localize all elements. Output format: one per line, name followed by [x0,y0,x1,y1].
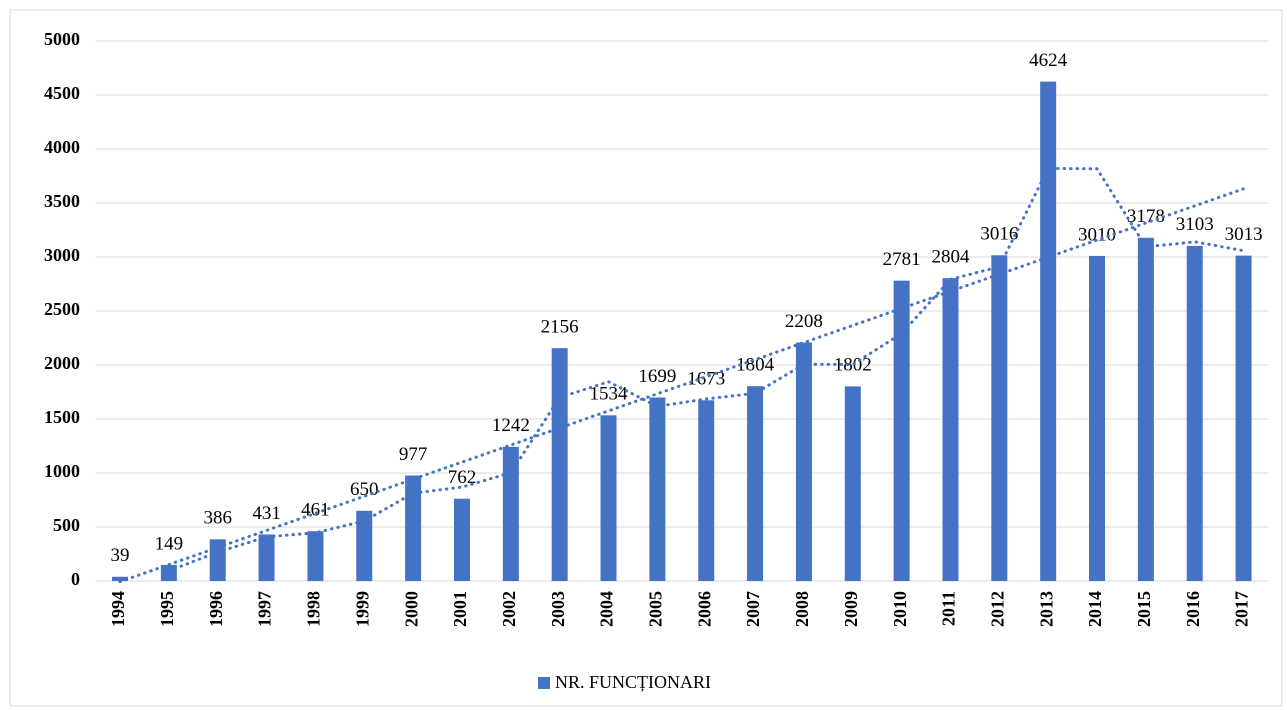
data-label: 762 [448,467,477,488]
x-tick-label: 2008 [792,591,812,627]
data-label: 386 [203,508,232,529]
bar [795,342,812,581]
x-tick-label: 2011 [939,591,959,626]
bar [600,415,617,581]
y-tick-label: 4000 [44,137,80,157]
y-tick-label: 2000 [44,353,80,373]
x-tick-label: 1996 [206,591,226,627]
data-label: 149 [155,533,184,554]
x-tick-label: 2013 [1036,591,1056,627]
y-tick-label: 500 [53,515,80,535]
data-label: 1804 [736,355,775,376]
bar [1235,255,1252,581]
bar [356,510,373,581]
data-label: 2781 [883,249,921,270]
x-tick-label: 2001 [450,591,470,627]
bar [1089,255,1106,582]
data-label: 3103 [1176,214,1214,235]
data-label: 1699 [638,366,676,387]
data-label: 1673 [687,369,725,390]
y-tick-label: 1500 [44,407,80,427]
bar [1186,245,1203,581]
data-label: 4624 [1029,50,1068,71]
legend-label: NR. FUNCȚIONARI [555,672,711,692]
chart-frame [9,9,1283,707]
data-label: 461 [301,500,330,521]
data-label: 1802 [834,355,872,376]
data-label: 2208 [785,311,823,332]
bar [307,531,324,581]
bar [991,255,1008,581]
x-tick-label: 2006 [694,591,714,627]
bar [649,397,666,581]
bar [405,475,422,581]
x-tick-label: 2002 [499,591,519,627]
x-tick-label: 1997 [255,591,275,627]
data-label: 1242 [492,415,530,436]
data-label: 3013 [1225,224,1263,245]
bar [698,400,715,581]
bar [453,498,470,581]
bar [893,280,910,581]
x-tick-label: 2007 [743,591,763,627]
data-label: 3010 [1078,224,1116,245]
bar [112,576,129,581]
x-tick-label: 2015 [1134,591,1154,627]
x-tick-label: 2017 [1232,591,1252,627]
y-tick-label: 3000 [44,245,80,265]
x-tick-label: 2000 [401,591,421,627]
moving-average-trendline [167,166,1246,573]
x-tick-label: 1998 [304,591,324,627]
x-tick-label: 1994 [108,591,128,627]
y-tick-label: 3500 [44,191,80,211]
x-tick-label: 2009 [841,591,861,627]
x-tick-label: 2014 [1085,591,1105,627]
y-tick-label: 5000 [44,29,80,49]
y-tick-label: 1000 [44,461,80,481]
data-label: 431 [252,503,281,524]
data-label: 977 [399,444,428,465]
bar [1040,81,1057,581]
data-label: 39 [111,545,130,566]
x-tick-label: 1995 [157,591,177,627]
data-label: 1534 [590,384,629,405]
data-label: 2804 [931,247,970,268]
bar [1137,237,1154,581]
data-label: 650 [350,479,379,500]
data-label: 3178 [1127,206,1165,227]
y-tick-label: 0 [71,569,80,589]
x-tick-label: 2012 [987,591,1007,627]
bar [258,534,275,581]
data-label: 2156 [541,317,579,338]
bar [942,278,959,581]
bar [844,386,861,581]
x-tick-label: 2010 [890,591,910,627]
data-label: 3016 [980,224,1018,245]
bar [502,446,519,581]
x-tick-label: 2005 [646,591,666,627]
bar [551,348,568,581]
bar [747,386,764,581]
y-tick-label: 4500 [44,83,80,103]
x-tick-label: 1999 [352,591,372,627]
x-tick-label: 2004 [597,591,617,627]
bar [160,564,177,581]
x-tick-label: 2003 [548,591,568,627]
y-tick-label: 2500 [44,299,80,319]
legend-swatch [538,677,550,689]
x-tick-label: 2016 [1183,591,1203,627]
